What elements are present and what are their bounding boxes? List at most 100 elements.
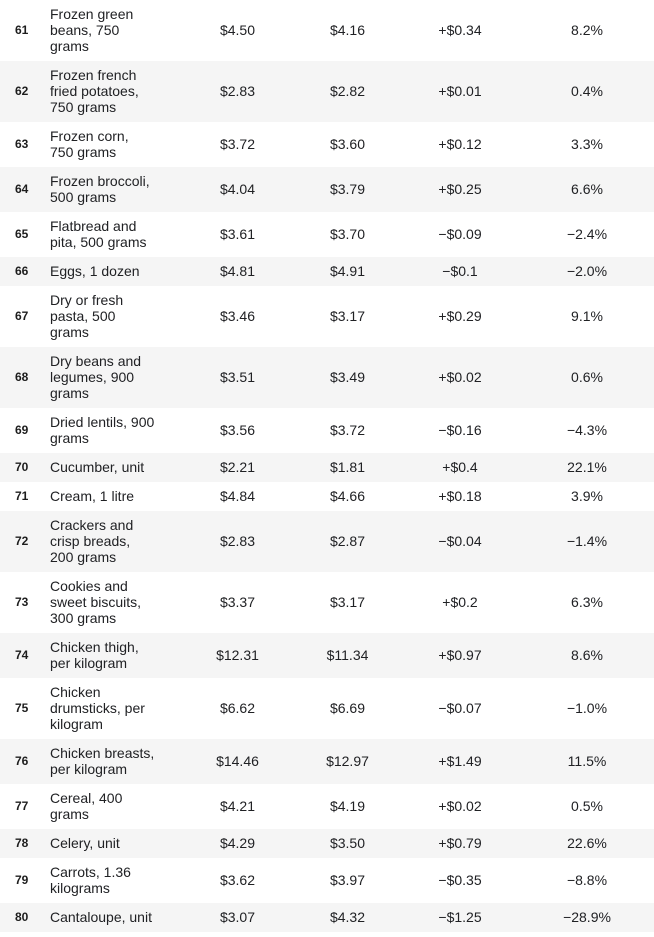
percent-change-cell: −8.8% xyxy=(566,872,608,888)
item-name-text: Chicken drumsticks, per kilogram xyxy=(50,684,145,732)
item-name-cell: Frozen corn, 750 grams xyxy=(50,122,180,167)
price-b-cell: $4.66 xyxy=(329,488,366,504)
price-b-cell: $3.72 xyxy=(329,422,366,438)
price-b-cell: $3.17 xyxy=(329,594,366,610)
price-change-cell: −$0.04 xyxy=(400,511,520,572)
price-change-cell: +$0.34 xyxy=(438,22,482,38)
price-change-cell: +$0.02 xyxy=(400,347,520,408)
percent-change-cell: 22.6% xyxy=(520,829,654,858)
item-name-cell: Cantaloupe, unit xyxy=(50,903,180,932)
price-b-cell: $4.19 xyxy=(329,798,366,814)
price-b-cell: $3.49 xyxy=(295,347,400,408)
row-number-cell: 63 xyxy=(15,137,29,151)
item-name-text: Cantaloupe, unit xyxy=(50,909,152,925)
item-name-text: Dry or fresh pasta, 500 grams xyxy=(50,292,124,340)
table-row: 76 Chicken breasts, per kilogram $14.46 … xyxy=(0,739,654,784)
table-row: 72 Crackers and crisp breads, 200 grams … xyxy=(0,511,654,572)
row-number-cell: 61 xyxy=(15,23,29,37)
item-name-cell: Chicken thigh, per kilogram xyxy=(50,633,180,678)
percent-change-cell: 8.6% xyxy=(520,633,654,678)
table-row: 74 Chicken thigh, per kilogram $12.31 $1… xyxy=(0,633,654,678)
price-change-cell: +$0.01 xyxy=(400,61,520,122)
row-number-cell: 80 xyxy=(0,903,50,932)
row-number-cell: 67 xyxy=(15,309,29,323)
price-b-cell: $3.17 xyxy=(329,308,366,324)
price-change-cell: +$0.4 xyxy=(400,453,520,482)
table-row: 63 Frozen corn, 750 grams $3.72 $3.60 +$… xyxy=(0,122,654,167)
table-row: 61 Frozen green beans, 750 grams $4.50 $… xyxy=(0,0,654,61)
item-name-text: Dried lentils, 900 grams xyxy=(50,414,155,446)
row-number-cell: 77 xyxy=(15,799,29,813)
price-a-cell: $4.81 xyxy=(180,257,295,286)
item-name-cell: Dried lentils, 900 grams xyxy=(50,408,180,453)
price-a-cell: $2.21 xyxy=(180,453,295,482)
percent-change-cell: −1.0% xyxy=(566,700,608,716)
item-name-text: Cereal, 400 grams xyxy=(50,790,123,822)
price-a-cell: $2.83 xyxy=(180,61,295,122)
percent-change-cell: −2.4% xyxy=(566,226,608,242)
percent-change-cell: −2.0% xyxy=(520,257,654,286)
price-change-cell: +$0.25 xyxy=(400,167,520,212)
price-a-cell: $3.37 xyxy=(219,594,256,610)
price-a-cell: $4.84 xyxy=(219,488,256,504)
item-name-text: Celery, unit xyxy=(50,835,120,851)
price-change-cell: −$0.1 xyxy=(400,257,520,286)
item-name-text: Cucumber, unit xyxy=(50,459,145,475)
price-a-cell: $2.83 xyxy=(180,511,295,572)
row-number-cell: 72 xyxy=(0,511,50,572)
price-a-cell: $6.62 xyxy=(219,700,256,716)
price-a-cell: $3.72 xyxy=(219,136,256,152)
price-change-cell: +$1.49 xyxy=(400,739,520,784)
item-name-cell: Dry or fresh pasta, 500 grams xyxy=(50,286,180,347)
percent-change-cell: 0.5% xyxy=(571,798,603,814)
row-number-cell: 71 xyxy=(15,489,29,503)
item-name-cell: Chicken drumsticks, per kilogram xyxy=(50,678,180,739)
percent-change-cell: 9.1% xyxy=(571,308,603,324)
item-name-cell: Frozen french fried potatoes, 750 grams xyxy=(50,61,180,122)
item-name-text: Dry beans and legumes, 900 grams xyxy=(50,353,142,401)
item-name-text: Carrots, 1.36 kilograms xyxy=(50,864,131,896)
table-row: 80 Cantaloupe, unit $3.07 $4.32 −$1.25 −… xyxy=(0,903,654,932)
table-row: 78 Celery, unit $4.29 $3.50 +$0.79 22.6% xyxy=(0,829,654,858)
percent-change-cell: 11.5% xyxy=(520,739,654,784)
percent-change-cell: 8.2% xyxy=(571,22,603,38)
price-b-cell: $2.82 xyxy=(295,61,400,122)
item-name-cell: Carrots, 1.36 kilograms xyxy=(50,858,180,903)
price-a-cell: $4.29 xyxy=(180,829,295,858)
row-number-cell: 73 xyxy=(15,595,29,609)
item-name-cell: Crackers and crisp breads, 200 grams xyxy=(50,511,180,572)
item-name-cell: Cereal, 400 grams xyxy=(50,784,180,829)
price-b-cell: $4.32 xyxy=(295,903,400,932)
percent-change-cell: −28.9% xyxy=(520,903,654,932)
row-number-cell: 79 xyxy=(15,873,29,887)
price-a-cell: $3.51 xyxy=(180,347,295,408)
table-row: 68 Dry beans and legumes, 900 grams $3.5… xyxy=(0,347,654,408)
item-name-cell: Cookies and sweet biscuits, 300 grams xyxy=(50,572,180,633)
row-number-cell: 75 xyxy=(15,701,29,715)
row-number-cell: 76 xyxy=(0,739,50,784)
price-change-cell: +$0.2 xyxy=(442,594,478,610)
table-row: 67 Dry or fresh pasta, 500 grams $3.46 $… xyxy=(0,286,654,347)
price-change-cell: +$0.02 xyxy=(438,798,482,814)
table-row: 65 Flatbread and pita, 500 grams $3.61 $… xyxy=(0,212,654,257)
row-number-cell: 78 xyxy=(0,829,50,858)
price-b-cell: $3.79 xyxy=(295,167,400,212)
price-a-cell: $4.50 xyxy=(219,22,256,38)
table-row: 75 Chicken drumsticks, per kilogram $6.6… xyxy=(0,678,654,739)
row-number-cell: 65 xyxy=(15,227,29,241)
price-a-cell: $4.21 xyxy=(219,798,256,814)
item-name-text: Chicken thigh, per kilogram xyxy=(50,639,139,671)
price-b-cell: $6.69 xyxy=(329,700,366,716)
percent-change-cell: −1.4% xyxy=(520,511,654,572)
item-name-text: Frozen broccoli, 500 grams xyxy=(50,173,150,205)
item-name-cell: Cucumber, unit xyxy=(50,453,180,482)
price-change-cell: +$0.79 xyxy=(400,829,520,858)
price-change-cell: −$0.09 xyxy=(438,226,482,242)
price-b-cell: $3.97 xyxy=(329,872,366,888)
item-name-cell: Celery, unit xyxy=(50,829,180,858)
item-name-text: Cream, 1 litre xyxy=(50,488,135,504)
percent-change-cell: 3.3% xyxy=(571,136,603,152)
price-change-cell: +$0.29 xyxy=(438,308,482,324)
price-a-cell: $3.07 xyxy=(180,903,295,932)
item-name-cell: Frozen broccoli, 500 grams xyxy=(50,167,180,212)
